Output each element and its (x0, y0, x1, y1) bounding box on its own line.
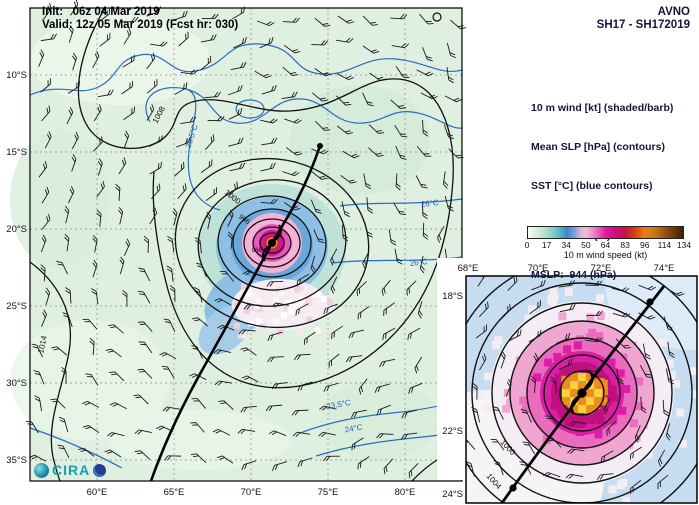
lon-tick-label: 65°E (164, 487, 185, 498)
main-map (10, 0, 466, 482)
cira-logo-text: CIRA (52, 462, 91, 478)
legend-slp-line: Mean SLP [hPa] (contours) (531, 141, 665, 153)
colorbar-ticks: 0 17 34 50 64 83 96 114 134 (524, 239, 691, 250)
inset-frame (465, 275, 698, 504)
valid-time-text: Valid: 12z 05 Mar 2019 (Fcst hr: 030) (42, 19, 239, 31)
lon-tick-label: 80°E (395, 487, 416, 498)
colorbar-label: 10 m wind speed (kt) (563, 250, 648, 260)
cira-logo: CIRA (34, 462, 107, 478)
inset-lat-tick-label: 22°S (442, 426, 463, 437)
legend-block: 10 m wind [kt] (shaded/barb) Mean SLP [h… (531, 76, 673, 308)
colorbar-tick: 0 (524, 240, 530, 250)
lat-tick-label: 30°S (6, 378, 27, 389)
contour-label: 26°C (420, 198, 439, 209)
colorbar-tick: 50 (581, 240, 591, 250)
wind-barbs (25, 0, 466, 479)
model-storm-block: AVNO SH17 - SH172019 (597, 6, 690, 32)
colorbar-tick: 34 (561, 240, 571, 250)
storm-id: SH17 - SH172019 (596, 19, 690, 31)
inset-lat-tick-label: 24°S (442, 489, 463, 500)
colorbar-tick: 96 (640, 240, 650, 250)
inset-lon-tick-label: 70°E (528, 263, 549, 274)
inset-lon-tick-label: 68°E (458, 263, 479, 274)
storm-track (149, 143, 323, 482)
init-valid-block: Init: 06z 04 Mar 2019 Valid: 12z 05 Mar 2… (42, 6, 238, 32)
contour-label: 26°C (409, 257, 428, 268)
cira-globe-icon (93, 463, 107, 477)
model-name: AVNO (657, 6, 690, 18)
cira-emblem-icon (34, 462, 49, 478)
contour-label: 1014 (36, 334, 49, 354)
small-contour-circle (432, 12, 442, 22)
colorbar-tick: 17 (541, 240, 552, 250)
colorbar-gradient (527, 226, 684, 239)
inset-storm-track (500, 285, 666, 503)
slp-contours (29, 7, 463, 482)
lon-tick-label: 75°E (318, 487, 339, 498)
lat-tick-label: 20°S (6, 224, 27, 235)
colorbar: 0 17 34 50 64 83 96 114 134 10 m wind speed (kt) (524, 226, 691, 260)
lat-tick-label: 25°S (6, 301, 27, 312)
inset-lat-tick-label: 18°S (442, 291, 463, 302)
lat-tick-label: 15°S (6, 147, 27, 158)
map-frame (29, 7, 463, 482)
cyclone-symbol-icon (570, 371, 594, 415)
inset-lon-tick-label: 72°E (591, 263, 612, 274)
lat-tick-label: 35°S (6, 455, 27, 466)
cyclone-symbol-icon (261, 224, 283, 262)
lon-tick-label: 70°E (241, 487, 262, 498)
contour-label: 23.5°C (326, 398, 352, 411)
lon-tick-label: 60°E (87, 487, 108, 498)
init-time-text: Init: 06z 04 Mar 2019 (42, 6, 160, 18)
inset-wind-barbs (466, 276, 685, 495)
colorbar-tick: 83 (620, 240, 630, 250)
contour-label: 24°C (344, 423, 363, 435)
colorbar-tick: 114 (657, 240, 672, 250)
mslp-value: MSLP: 944 (hPa) (531, 269, 617, 281)
inset-slp-contours (466, 276, 697, 503)
axis-labels: 10°S 15°S 20°S 25°S 30°S 35°S 60°E 65°E 70°E 75°E… (6, 70, 674, 500)
colorbar-tick: 64 (600, 240, 611, 250)
colorbar-tick: 134 (676, 240, 692, 250)
inset-lon-tick-label: 74°E (654, 263, 675, 274)
lat-tick-label: 10°S (6, 70, 27, 81)
legend-shaded-line: 10 m wind [kt] (shaded/barb) (531, 102, 674, 114)
legend-sst-line: SST [°C] (blue contours) (531, 180, 653, 192)
contour-label: 966 (252, 247, 263, 254)
